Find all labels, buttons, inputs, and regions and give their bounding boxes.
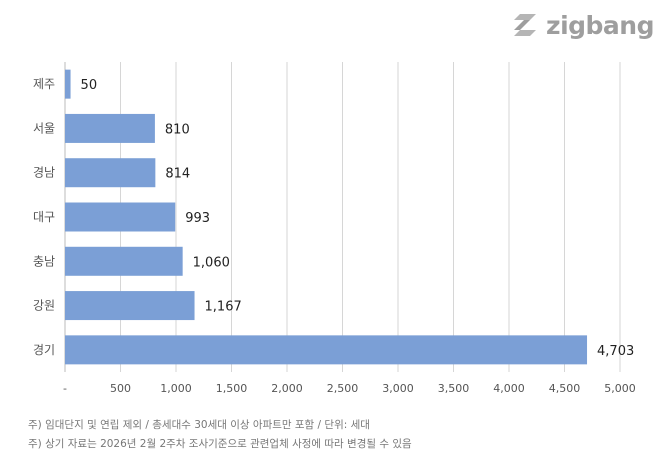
footnote: 주) 상기 자료는 2026년 2월 2주차 조사기준으로 관련업체 사정에 따… — [28, 438, 412, 450]
x-tick-label: 3,500 — [438, 382, 470, 395]
category-label: 강원 — [33, 299, 55, 313]
category-label: 서울 — [33, 121, 55, 135]
x-tick-label: 500 — [110, 382, 131, 395]
x-tick-label: 2,000 — [271, 382, 303, 395]
category-label: 제주 — [33, 77, 55, 91]
bar — [65, 113, 155, 143]
zigbang-logo-icon — [514, 14, 537, 36]
data-label: 1,167 — [205, 300, 242, 315]
bar — [65, 202, 176, 232]
data-label: 1,060 — [193, 255, 230, 270]
x-tick-label: 4,500 — [549, 382, 581, 395]
data-label: 814 — [165, 167, 190, 182]
footnote: 주) 임대단지 및 연립 제외 / 총세대수 30세대 이상 아파트만 포함 /… — [28, 419, 370, 431]
x-tick-label: 2,500 — [327, 382, 359, 395]
x-tick-label: 1,500 — [216, 382, 248, 395]
bar — [65, 291, 195, 321]
bar — [65, 158, 156, 188]
category-label: 대구 — [33, 210, 55, 224]
category-label: 충남 — [33, 254, 55, 268]
x-tick-label: 3,000 — [382, 382, 414, 395]
category-label: 경남 — [33, 166, 55, 180]
bar — [65, 69, 71, 99]
x-tick-label: 1,000 — [160, 382, 192, 395]
footnotes: 주) 임대단지 및 연립 제외 / 총세대수 30세대 이상 아파트만 포함 /… — [28, 416, 412, 454]
category-label: 경기 — [33, 343, 55, 357]
bar-chart: - 500 1,000 1,500 2,000 2,500 3,000 3,500 4,000 4… — [33, 62, 636, 395]
x-tick-label: - — [63, 382, 67, 395]
x-tick-label: 4,000 — [493, 382, 525, 395]
data-label: 50 — [81, 78, 98, 93]
data-label: 993 — [185, 211, 210, 226]
x-tick-label: 5,000 — [604, 382, 636, 395]
data-label: 4,703 — [597, 344, 634, 359]
zigbang-logo: zigbang — [510, 10, 654, 40]
bar — [65, 335, 588, 365]
zigbang-logo-text: zigbang — [546, 10, 654, 40]
data-label: 810 — [165, 122, 190, 137]
bar — [65, 246, 183, 276]
